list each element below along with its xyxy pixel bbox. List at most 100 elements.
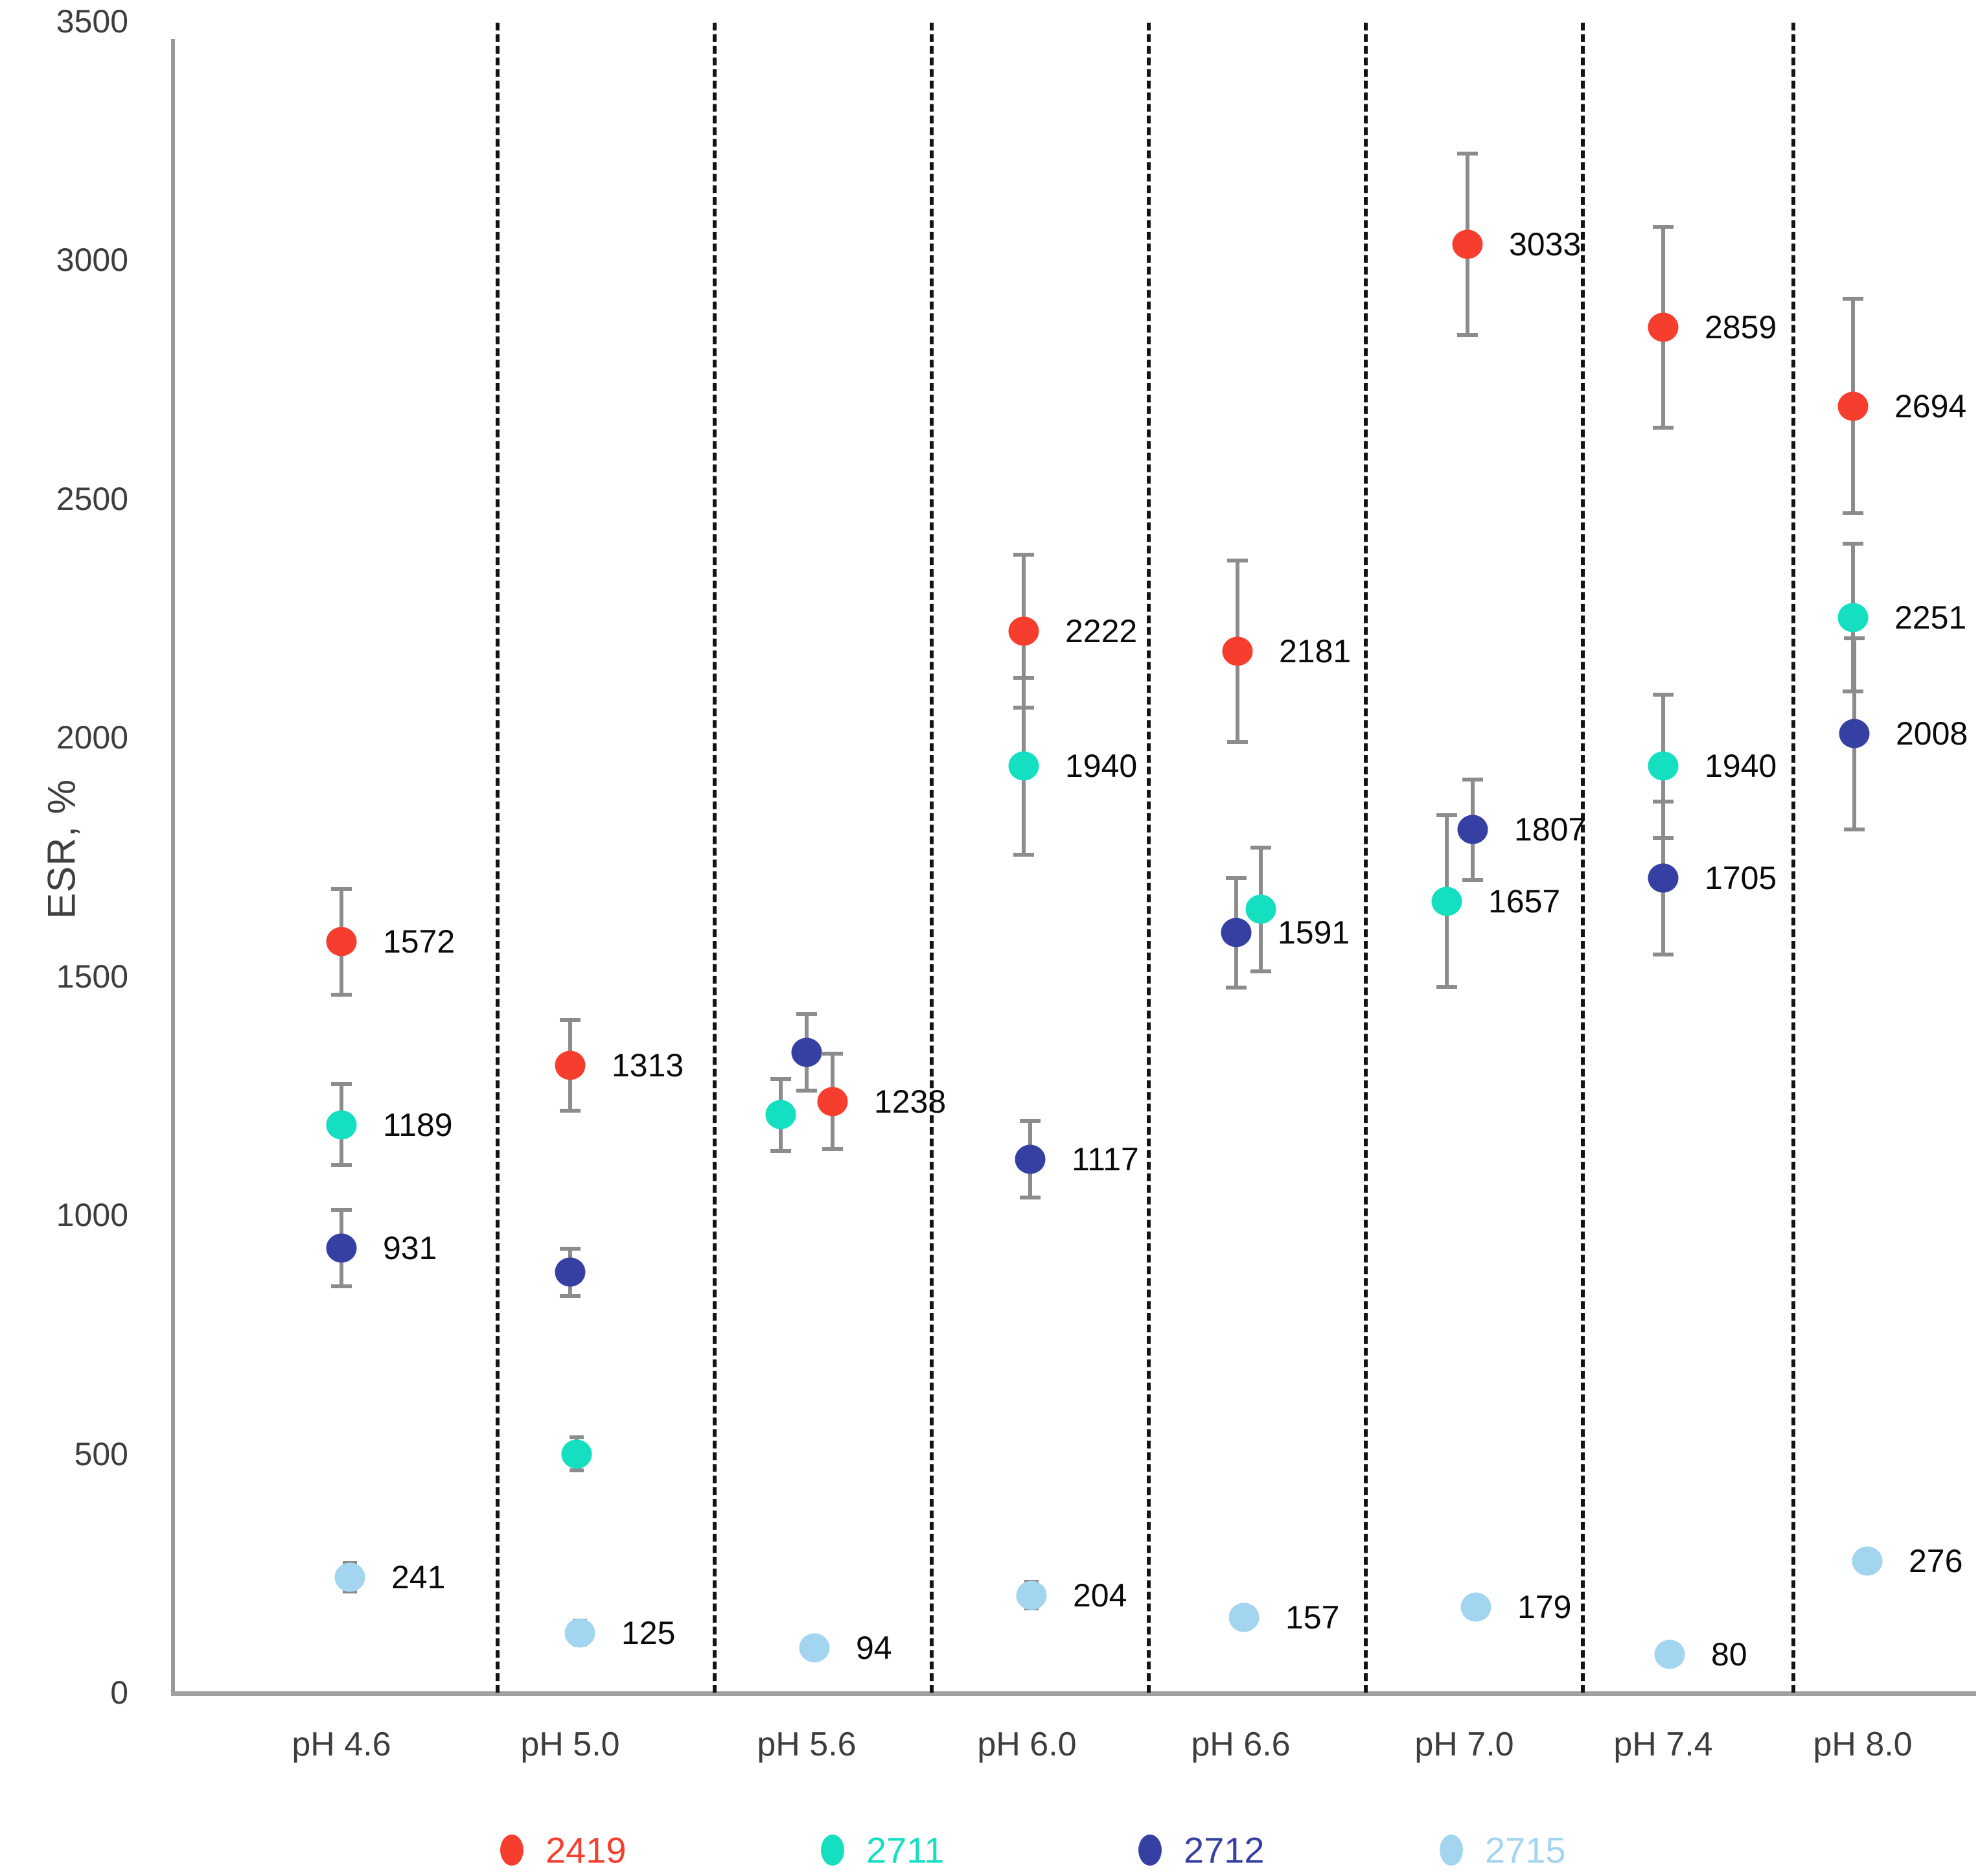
y-tick-label: 3500 (56, 3, 128, 40)
column-separator (496, 23, 500, 1693)
point-value-label: 1238 (874, 1083, 947, 1120)
point-value-label: 1189 (383, 1106, 453, 1143)
scatter-marker-2712 (791, 1037, 822, 1067)
x-category-label: pH 6.6 (1191, 1726, 1291, 1763)
point-value-label: 1313 (612, 1047, 684, 1084)
error-bar-cap (1436, 813, 1457, 818)
error-bar-cap (560, 1246, 581, 1251)
error-bar-cap (1462, 777, 1483, 782)
error-bar-cap (1843, 541, 1863, 546)
legend: 2419 2711 2712 2715 (0, 1814, 1980, 1876)
scatter-marker-2715 (1016, 1581, 1047, 1610)
scatter-marker-2711 (1431, 886, 1462, 916)
column-separator (1791, 23, 1795, 1693)
error-bar-cap (331, 1163, 352, 1168)
error-bar-cap (1653, 425, 1674, 430)
point-value-label: 3033 (1509, 226, 1582, 262)
error-bar-cap (822, 1147, 843, 1152)
scatter-marker-2711 (765, 1100, 796, 1129)
error-bar-cap (1013, 553, 1034, 557)
error-bar-cap (1457, 332, 1478, 337)
point-value-label: 1657 (1488, 883, 1561, 920)
point-value-label: 1940 (1705, 748, 1777, 785)
error-bar-cap (570, 1435, 584, 1439)
legend-label-2419: 2419 (546, 1829, 627, 1871)
error-bar-cap (560, 1018, 581, 1023)
scatter-marker-2712 (1839, 719, 1870, 748)
scatter-marker-2419 (1837, 391, 1869, 421)
error-bar-cap (1457, 151, 1478, 156)
point-value-label: 179 (1517, 1589, 1572, 1626)
y-tick-label: 3000 (56, 242, 128, 278)
error-bar-cap (1227, 558, 1248, 562)
legend-label-2711: 2711 (866, 1829, 945, 1871)
legend-label-2712: 2712 (1184, 1829, 1265, 1871)
point-value-label: 94 (856, 1629, 892, 1666)
scatter-marker-2715 (564, 1618, 595, 1648)
scatter-marker-2715 (1852, 1546, 1883, 1576)
x-category-label: pH 6.0 (977, 1726, 1077, 1763)
scatter-marker-2419 (1648, 312, 1679, 342)
error-bar-cap (1843, 296, 1863, 301)
scatter-marker-2715 (799, 1633, 830, 1663)
legend-marker-2712 (1138, 1835, 1162, 1866)
error-bar-cap (796, 1089, 817, 1093)
scatter-marker-2712 (1648, 863, 1679, 893)
error-bar-cap (1462, 877, 1483, 882)
scatter-marker-2419 (555, 1050, 586, 1080)
x-category-label: pH 4.6 (292, 1726, 391, 1763)
point-value-label: 2222 (1065, 613, 1138, 650)
scatter-marker-2711 (1648, 751, 1679, 781)
error-bar-cap (1653, 692, 1674, 697)
y-axis-title: ESR, % (40, 778, 84, 920)
error-bar-cap (1020, 1118, 1041, 1123)
scatter-marker-2711 (1837, 603, 1869, 632)
column-separator (930, 23, 934, 1693)
scatter-marker-2715 (334, 1562, 365, 1592)
point-value-label: 1117 (1072, 1141, 1139, 1177)
scatter-marker-2712 (1221, 918, 1252, 947)
error-bar-cap (1843, 511, 1863, 516)
point-value-label: 241 (391, 1559, 446, 1596)
point-value-label: 276 (1909, 1542, 1963, 1579)
error-bar-cap (1020, 1195, 1041, 1199)
point-value-label: 2859 (1705, 308, 1777, 345)
error-bar-cap (770, 1148, 791, 1153)
y-tick-label: 1500 (56, 958, 128, 995)
error-bar-cap (1013, 852, 1034, 857)
scatter-marker-2419 (817, 1087, 848, 1117)
error-bar-cap (570, 1468, 584, 1473)
scatter-marker-2712 (1015, 1144, 1046, 1174)
scatter-marker-2711 (1245, 894, 1276, 924)
error-bar-cap (1436, 985, 1457, 990)
error-bar-cap (1226, 986, 1247, 990)
x-category-label: pH 5.0 (520, 1726, 620, 1763)
scatter-marker-2419 (1452, 229, 1483, 259)
point-value-label: 1572 (383, 923, 455, 960)
scatter-marker-2715 (1460, 1592, 1491, 1622)
error-bar-cap (331, 887, 352, 892)
y-tick-label: 2000 (56, 719, 128, 756)
legend-marker-2715 (1440, 1835, 1463, 1866)
y-tick-label: 500 (74, 1435, 128, 1472)
x-axis-line (171, 1691, 1976, 1696)
legend-label-2715: 2715 (1485, 1829, 1566, 1871)
x-category-label: pH 7.0 (1414, 1726, 1514, 1763)
error-bar-cap (331, 1082, 352, 1087)
error-bar-cap (770, 1076, 791, 1081)
point-value-label: 1591 (1278, 914, 1350, 951)
y-tick-label: 2500 (56, 480, 128, 517)
scatter-marker-2712 (555, 1257, 586, 1287)
scatter-marker-2711 (326, 1110, 357, 1140)
scatter-marker-2419 (326, 927, 357, 956)
error-bar-cap (1844, 827, 1865, 831)
scatter-marker-2712 (1457, 815, 1488, 844)
x-category-label: pH 8.0 (1813, 1726, 1913, 1763)
error-bar-cap (331, 992, 352, 997)
scatter-marker-2419 (1008, 616, 1039, 646)
error-bar-cap (560, 1109, 581, 1113)
y-axis-line (171, 39, 175, 1695)
point-value-label: 2694 (1894, 388, 1967, 424)
point-value-label: 1705 (1705, 860, 1777, 897)
error-bar-cap (1013, 675, 1034, 680)
